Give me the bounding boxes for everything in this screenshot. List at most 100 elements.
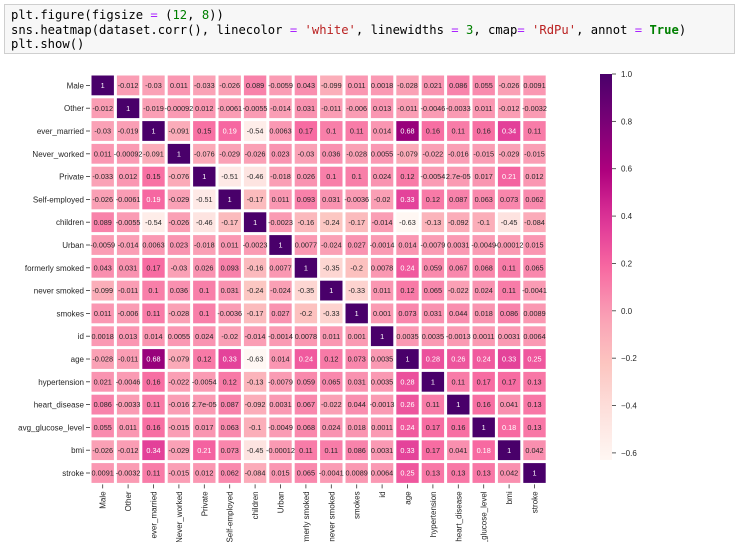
heatmap-cell bbox=[447, 463, 470, 483]
heatmap-cell bbox=[421, 189, 445, 210]
cell-annotation: -0.03 bbox=[171, 263, 188, 272]
code-line: sns.heatmap(dataset.corr(), linecolor = … bbox=[11, 23, 728, 38]
cell-annotation: -0.022 bbox=[423, 149, 444, 158]
heatmap-cell bbox=[294, 121, 318, 141]
cell-annotation: -0.019 bbox=[118, 127, 139, 136]
heatmap-cell bbox=[421, 394, 445, 415]
cell-annotation: -0.0046 bbox=[421, 104, 446, 113]
heatmap-cell bbox=[243, 75, 267, 96]
cell-annotation: 0.055 bbox=[94, 423, 112, 432]
cell-annotation: 0.33 bbox=[223, 355, 237, 364]
cell-annotation: -0.014 bbox=[270, 104, 291, 113]
heatmap-cell bbox=[370, 417, 394, 438]
heatmap-cell bbox=[345, 98, 368, 119]
heatmap-cell bbox=[218, 349, 241, 369]
heatmap-cell bbox=[193, 417, 216, 438]
cell-annotation: 0.19 bbox=[223, 127, 237, 136]
cell-annotation: 0.18 bbox=[477, 446, 491, 455]
cell-annotation: -0.33 bbox=[348, 286, 365, 295]
heatmap-cell bbox=[472, 394, 495, 415]
cell-annotation: -0.63 bbox=[247, 355, 264, 364]
cell-annotation: -0.17 bbox=[247, 195, 264, 204]
cell-annotation: 0.023 bbox=[271, 149, 289, 158]
heatmap-cell bbox=[91, 394, 114, 415]
heatmap-cell bbox=[523, 303, 546, 324]
heatmap-cell bbox=[167, 189, 191, 210]
heatmap-cell bbox=[269, 280, 292, 301]
heatmap-cell bbox=[523, 417, 546, 438]
cell-annotation: -0.00092 bbox=[164, 104, 193, 113]
cell-annotation: 0.21 bbox=[502, 172, 516, 181]
heatmap-cell bbox=[447, 303, 470, 324]
cell-annotation: 0.24 bbox=[299, 355, 313, 364]
code-token: )) bbox=[209, 8, 224, 22]
cell-annotation: 0.0077 bbox=[269, 263, 291, 272]
cell-annotation: 0.13 bbox=[527, 423, 541, 432]
heatmap-cell bbox=[345, 121, 368, 141]
cell-annotation: 0.1 bbox=[199, 286, 209, 295]
x-tick-label: Male bbox=[99, 491, 108, 509]
cell-annotation: -0.012 bbox=[499, 104, 520, 113]
heatmap-cell bbox=[167, 121, 191, 141]
cell-annotation: -0.03 bbox=[94, 127, 111, 136]
heatmap-cell bbox=[370, 235, 394, 255]
heatmap-cell bbox=[320, 326, 343, 347]
cell-annotation: -0.0055 bbox=[116, 218, 141, 227]
cell-annotation: -0.03 bbox=[145, 81, 162, 90]
heatmap-cell bbox=[294, 98, 318, 119]
cell-annotation: 0.25 bbox=[527, 355, 541, 364]
cell-annotation: -0.51 bbox=[196, 195, 213, 204]
heatmap-cell bbox=[421, 143, 445, 164]
cell-annotation: 0.0091 bbox=[92, 469, 114, 478]
heatmap-cell bbox=[396, 121, 419, 141]
heatmap-cell bbox=[218, 463, 241, 483]
cell-annotation: -0.1 bbox=[477, 218, 490, 227]
cell-annotation: 0.021 bbox=[94, 377, 112, 386]
heatmap-cell bbox=[370, 75, 394, 96]
heatmap-cell bbox=[193, 394, 216, 415]
heatmap-cell bbox=[269, 394, 292, 415]
cell-annotation: 0.16 bbox=[146, 377, 160, 386]
heatmap-cell bbox=[421, 212, 445, 233]
heatmap-cell bbox=[497, 75, 521, 96]
code-token: , cmap bbox=[473, 22, 518, 37]
cell-annotation: -0.026 bbox=[499, 81, 520, 90]
heatmap-cell bbox=[370, 280, 394, 301]
heatmap-cell bbox=[396, 280, 419, 301]
cell-annotation: -0.0033 bbox=[446, 104, 471, 113]
heatmap-cell bbox=[497, 121, 521, 141]
heatmap-cell bbox=[269, 189, 292, 210]
cell-annotation: 0.0031 bbox=[371, 446, 393, 455]
heatmap-cell bbox=[370, 371, 394, 392]
cell-annotation: -0.0032 bbox=[116, 469, 141, 478]
cell-annotation: -0.0059 bbox=[268, 81, 293, 90]
code-token: ( bbox=[157, 8, 173, 22]
cell-annotation: 0.018 bbox=[348, 423, 366, 432]
cell-annotation: 1 bbox=[380, 332, 384, 341]
heatmap-cell bbox=[497, 212, 521, 233]
heatmap-cell bbox=[167, 417, 191, 438]
cell-annotation: -0.014 bbox=[372, 218, 393, 227]
heatmap-cell bbox=[91, 326, 114, 347]
heatmap-cell bbox=[421, 98, 445, 119]
x-tick-label: age bbox=[404, 491, 413, 505]
heatmap-cell bbox=[218, 280, 241, 301]
heatmap-cell bbox=[193, 212, 216, 233]
heatmap-cell bbox=[370, 349, 394, 369]
cell-annotation: 0.012 bbox=[195, 469, 213, 478]
cell-annotation: -0.33 bbox=[323, 309, 340, 318]
heatmap-cell bbox=[396, 417, 419, 438]
cell-annotation: 0.11 bbox=[451, 377, 465, 386]
cell-annotation: 0.1 bbox=[199, 309, 209, 318]
x-tick-label: Private bbox=[200, 491, 209, 516]
cell-annotation: -0.026 bbox=[169, 218, 190, 227]
heatmap-cell bbox=[472, 75, 495, 96]
heatmap-cell bbox=[396, 440, 419, 461]
heatmap-cell bbox=[294, 212, 318, 233]
cell-annotation: 0.031 bbox=[424, 309, 442, 318]
code-cell[interactable]: plt.figure(figsize = (12, 8)) sns.heatmap… bbox=[4, 4, 735, 54]
y-tick-label: hypertension bbox=[38, 378, 84, 387]
heatmap-cell bbox=[142, 349, 165, 369]
x-tick-label: Self-employed bbox=[226, 491, 235, 542]
cell-annotation: 0.13 bbox=[477, 469, 491, 478]
